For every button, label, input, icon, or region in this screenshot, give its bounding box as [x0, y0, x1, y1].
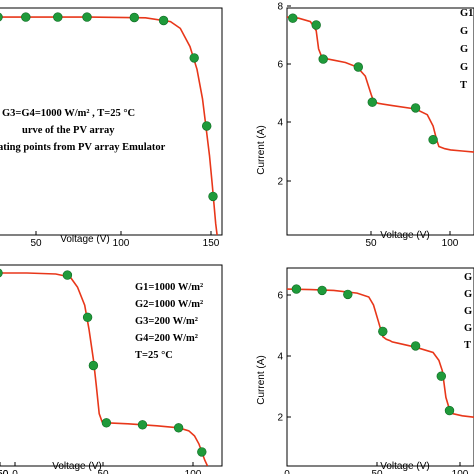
y-tick-label: 8	[277, 2, 283, 13]
legend-line: G	[460, 62, 468, 73]
x-tick-label: 50	[371, 469, 383, 474]
emulator-point	[129, 12, 140, 23]
legend-line: T=25 °C	[135, 350, 173, 361]
emulator-point	[311, 20, 321, 30]
legend-line: G1	[460, 8, 473, 19]
emulator-point	[367, 97, 377, 107]
legend-line: G4=200 W/m²	[135, 333, 198, 344]
emulator-point	[21, 12, 31, 22]
x-tick-label: 100	[113, 238, 130, 249]
emulator-point	[0, 12, 3, 22]
emulator-point	[288, 13, 298, 23]
plot-area	[287, 284, 474, 418]
y-axis-label: Current (A)	[256, 125, 267, 174]
x-tick-label: 150	[0, 469, 9, 474]
x-tick-label: 100	[185, 469, 202, 474]
legend-line: G3=G4=1000 W/m² , T=25 °C	[2, 108, 135, 119]
y-tick-label: 4	[277, 352, 283, 363]
x-axis-label: Voltage (V)	[380, 230, 429, 241]
legend-line: urve of the PV array	[22, 125, 115, 136]
y-tick-label: 6	[277, 60, 283, 71]
x-tick-label: 50	[365, 238, 377, 249]
y-tick-label: 4	[277, 118, 283, 129]
x-tick-label: 50	[97, 469, 109, 474]
legend-line: G1=1000 W/m²	[135, 282, 203, 293]
plot-frame	[0, 7, 223, 236]
x-axis-label: Voltage (V)	[60, 234, 109, 245]
legend-line: G	[464, 272, 472, 283]
x-tick-label: 100	[442, 238, 459, 249]
emulator-point	[208, 191, 218, 202]
emulator-point	[343, 289, 353, 300]
plot-area	[0, 268, 209, 466]
y-axis-label: Current (A)	[256, 355, 267, 404]
y-tick-label: 2	[277, 177, 283, 188]
legend-line: G3=200 W/m²	[135, 316, 198, 327]
plot-area	[0, 12, 218, 235]
emulator-point	[53, 12, 63, 22]
emulator-point	[202, 121, 212, 131]
x-tick-label: 0	[12, 469, 18, 474]
x-axis-label: Voltage (V)	[380, 461, 429, 472]
legend-line: G	[460, 44, 468, 55]
iv-curve	[287, 16, 474, 153]
plot-frame	[286, 7, 474, 236]
emulator-point	[378, 326, 388, 337]
emulator-point	[317, 285, 327, 296]
emulator-point	[82, 12, 92, 22]
legend-line: G	[464, 306, 472, 317]
iv-curve	[287, 288, 474, 418]
panel-1: 50 100 150 Voltage (V) G3=G4=1000 W/m² , T=2…	[0, 7, 223, 249]
plot-area	[287, 13, 474, 153]
panel-3: 0 50 100 150 Voltage (V) G1=1000 W/m² G2=1000 …	[0, 264, 223, 474]
emulator-point	[428, 135, 438, 145]
emulator-point	[436, 371, 446, 381]
plot-frame	[286, 267, 474, 467]
legend-line: T	[464, 340, 471, 351]
emulator-point	[88, 360, 99, 371]
emulator-point	[291, 284, 302, 294]
x-tick-label: 0	[284, 469, 290, 474]
emulator-point	[410, 341, 421, 351]
legend-line: G2=1000 W/m²	[135, 299, 203, 310]
emulator-point	[158, 15, 169, 26]
y-tick-label: 2	[277, 413, 283, 424]
emulator-point	[101, 418, 112, 428]
legend-line: G	[460, 26, 468, 37]
legend-line: ating points from PV array Emulator	[0, 142, 166, 153]
emulator-point	[0, 268, 3, 278]
emulator-point	[353, 62, 363, 72]
x-axis-label: Voltage (V)	[52, 461, 101, 472]
legend-line: G	[464, 289, 472, 300]
emulator-point	[444, 405, 455, 416]
legend-line: G	[464, 323, 472, 334]
plot-frame	[0, 264, 223, 467]
x-tick-label: 100	[452, 469, 469, 474]
emulator-point	[410, 103, 421, 113]
emulator-point	[137, 420, 148, 430]
emulator-point	[189, 53, 199, 63]
emulator-point	[197, 447, 207, 457]
emulator-point	[82, 312, 93, 322]
x-tick-label: 150	[203, 238, 220, 249]
emulator-point	[318, 54, 328, 64]
x-tick-label: 150	[0, 469, 9, 474]
emulator-point	[173, 423, 184, 433]
emulator-point	[62, 270, 73, 280]
legend-line: T	[460, 80, 467, 91]
y-tick-label: 6	[277, 291, 283, 302]
x-tick-label: 50	[30, 238, 42, 249]
